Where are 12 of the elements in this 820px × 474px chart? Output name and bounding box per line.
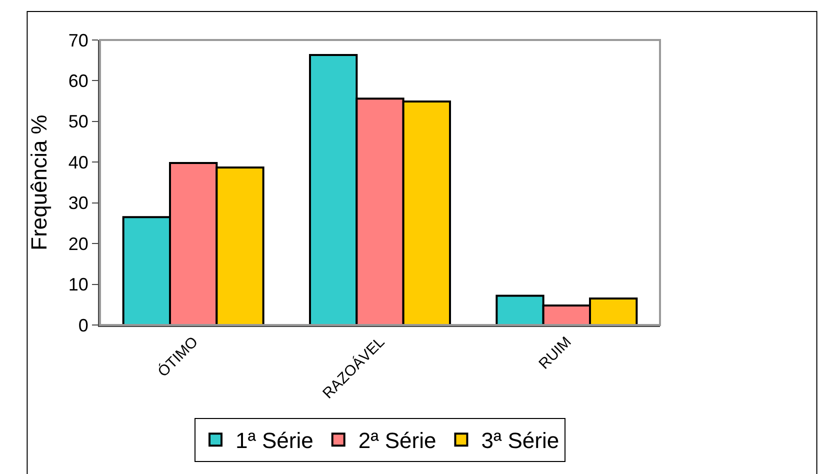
legend-label: 1ª Série: [236, 428, 314, 454]
y-tick-label: 70: [68, 30, 88, 50]
legend-label: 2ª Série: [358, 428, 436, 454]
y-tick-label: 60: [68, 71, 88, 92]
y-tick-label: 40: [68, 152, 88, 172]
y-tick-label: 0: [78, 315, 88, 336]
y-tick-label: 20: [68, 234, 88, 254]
y-tick-label: 50: [68, 112, 88, 132]
y-tick-label: 10: [68, 274, 88, 295]
y-axis-title: Frequência %: [26, 114, 52, 250]
y-tick-label: 30: [68, 193, 88, 214]
legend-label: 3ª Série: [481, 428, 560, 454]
